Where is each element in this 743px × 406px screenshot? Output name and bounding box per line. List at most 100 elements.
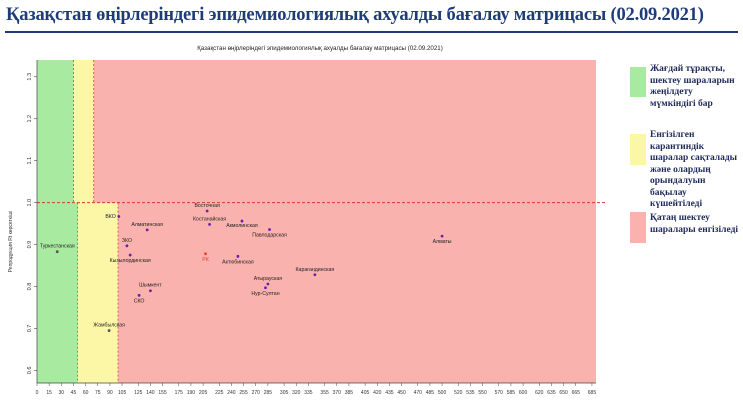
points-layer: Туркестанская Жамбылская ВКО ЗКО Алматинская… <box>40 203 452 332</box>
x-tick-label: 125 <box>134 390 143 396</box>
zone-3 <box>93 60 596 203</box>
data-point-label: Алматы <box>433 239 452 245</box>
x-tick-label: 45 <box>71 390 77 396</box>
data-point-label: РК <box>202 257 208 263</box>
data-point-label: Павлодарская <box>252 232 287 238</box>
y-tick-label: 1.0 <box>27 199 33 207</box>
data-point-label: СКО <box>134 298 145 304</box>
data-point-8 <box>205 209 209 213</box>
x-tick-label: 370 <box>333 390 342 396</box>
x-tick-label: 15 <box>46 390 52 396</box>
data-point-label: ВКО <box>105 214 115 220</box>
x-tick-label: 155 <box>158 390 167 396</box>
x-tick-label: 140 <box>146 390 155 396</box>
x-tick-label: 60 <box>83 390 89 396</box>
x-tick-label: 485 <box>426 390 435 396</box>
x-tick-label: 500 <box>438 390 447 396</box>
zone-1 <box>77 202 119 383</box>
data-point-5 <box>128 253 132 257</box>
x-tick-label: 205 <box>199 390 208 396</box>
data-point-label: Акмолинская <box>226 223 258 229</box>
x-tick-label: 190 <box>187 390 196 396</box>
data-point-1 <box>107 329 111 332</box>
data-point-16 <box>313 273 317 277</box>
x-tick-label: 535 <box>466 390 475 396</box>
x-tick-label: 420 <box>373 390 382 396</box>
x-tick-label: 550 <box>478 390 487 396</box>
legend-swatch-red <box>630 212 646 243</box>
x-tick-label: 255 <box>239 390 248 396</box>
data-point-label: Нур-Султан <box>251 291 279 297</box>
data-point-label: Актюбинская <box>222 259 254 265</box>
data-point-label: Туркестанская <box>40 244 75 250</box>
data-point-11 <box>240 219 244 223</box>
x-tick-label: 470 <box>414 390 423 396</box>
x-tick-label: 620 <box>535 390 544 396</box>
chart-title: Қазақстан өңірлеріндегі эпидемиологиялық… <box>197 45 443 52</box>
y-tick-label: 0.6 <box>27 367 33 375</box>
y-tick-label: 0.8 <box>27 283 33 291</box>
data-point-2 <box>117 215 121 218</box>
zone-layer <box>37 60 596 383</box>
x-tick-label: 585 <box>507 390 516 396</box>
data-point-label: Жамбылская <box>93 323 125 329</box>
x-tick-label: 90 <box>107 390 113 396</box>
x-tick-label: 685 <box>588 390 597 396</box>
y-tick-label: 1.2 <box>27 115 33 123</box>
x-tick-label: 285 <box>264 390 273 396</box>
data-point-14 <box>266 282 270 286</box>
x-tick-label: 175 <box>175 390 184 396</box>
zone-0 <box>37 60 78 383</box>
data-point-15 <box>264 286 267 290</box>
data-point-9 <box>208 223 211 226</box>
x-tick-label: 305 <box>280 390 289 396</box>
y-tick-label: 0.7 <box>27 325 33 333</box>
x-tick-label: 520 <box>454 390 463 396</box>
x-tick-label: 225 <box>215 390 224 396</box>
legend-swatch-yellow <box>630 134 646 165</box>
data-point-7 <box>137 293 141 297</box>
legend-label-red: Қатаң шектеу шаралары енгізіледі <box>650 213 739 235</box>
x-tick-label: 240 <box>227 390 236 396</box>
data-point-label: Костанайская <box>193 215 226 222</box>
data-point-label: Карагандинская <box>296 267 335 273</box>
legend-label-yellow: Енгізілген карантиндік шаралар сақталады… <box>650 130 738 209</box>
data-point-0 <box>55 250 59 254</box>
data-point-label: Шымкент <box>139 283 162 289</box>
data-point-3 <box>125 244 129 248</box>
x-tick-label: 105 <box>118 390 127 396</box>
axes-layer: 0.6 0.7 0.8 0.9 1.0 1.1 1.2 1.3 0 15 30 45 60 75 90 105… <box>8 60 596 396</box>
x-tick-label: 355 <box>320 390 329 396</box>
x-tick-label: 385 <box>345 390 354 396</box>
data-point-17 <box>440 234 444 238</box>
x-tick-label: 570 <box>495 390 504 396</box>
y-tick-label: 1.1 <box>27 157 33 165</box>
data-point-12 <box>268 228 271 231</box>
y-tick-label: 1.3 <box>27 73 33 81</box>
data-point-13 <box>236 254 240 258</box>
slide-title: Қазақстан өңірлеріндегі эпидемиологиялық… <box>6 5 704 25</box>
x-tick-label: 75 <box>95 390 101 396</box>
data-point-10 <box>204 252 207 256</box>
x-tick-label: 665 <box>572 390 581 396</box>
x-tick-label: 335 <box>304 390 313 396</box>
x-tick-label: 600 <box>519 390 528 396</box>
x-tick-label: 450 <box>397 390 406 396</box>
x-tick-label: 435 <box>385 390 394 396</box>
data-point-4 <box>145 228 149 232</box>
data-point-label: Атырауская <box>254 276 283 282</box>
x-tick-label: 0 <box>36 390 39 396</box>
scatter-chart: Қазақстан өңірлеріндегі эпидемиологиялық… <box>8 45 606 396</box>
zone-2 <box>73 60 94 203</box>
title-divider <box>5 31 738 33</box>
data-point-label: Кызылординская <box>110 258 151 264</box>
y-axis-title: Репродукция Rt көрсеткіші <box>8 211 14 272</box>
legend-swatch-green <box>630 67 646 97</box>
x-tick-label: 650 <box>559 390 568 396</box>
zone-4 <box>118 202 596 383</box>
data-point-label: Алматинская <box>131 222 163 228</box>
x-tick-label: 270 <box>252 390 261 396</box>
legend-label-green: Жағдай тұрақты, шектеу шараларын жеңілде… <box>650 64 735 109</box>
y-tick-label: 0.9 <box>27 241 33 249</box>
data-point-label: ЗКО <box>122 238 132 244</box>
